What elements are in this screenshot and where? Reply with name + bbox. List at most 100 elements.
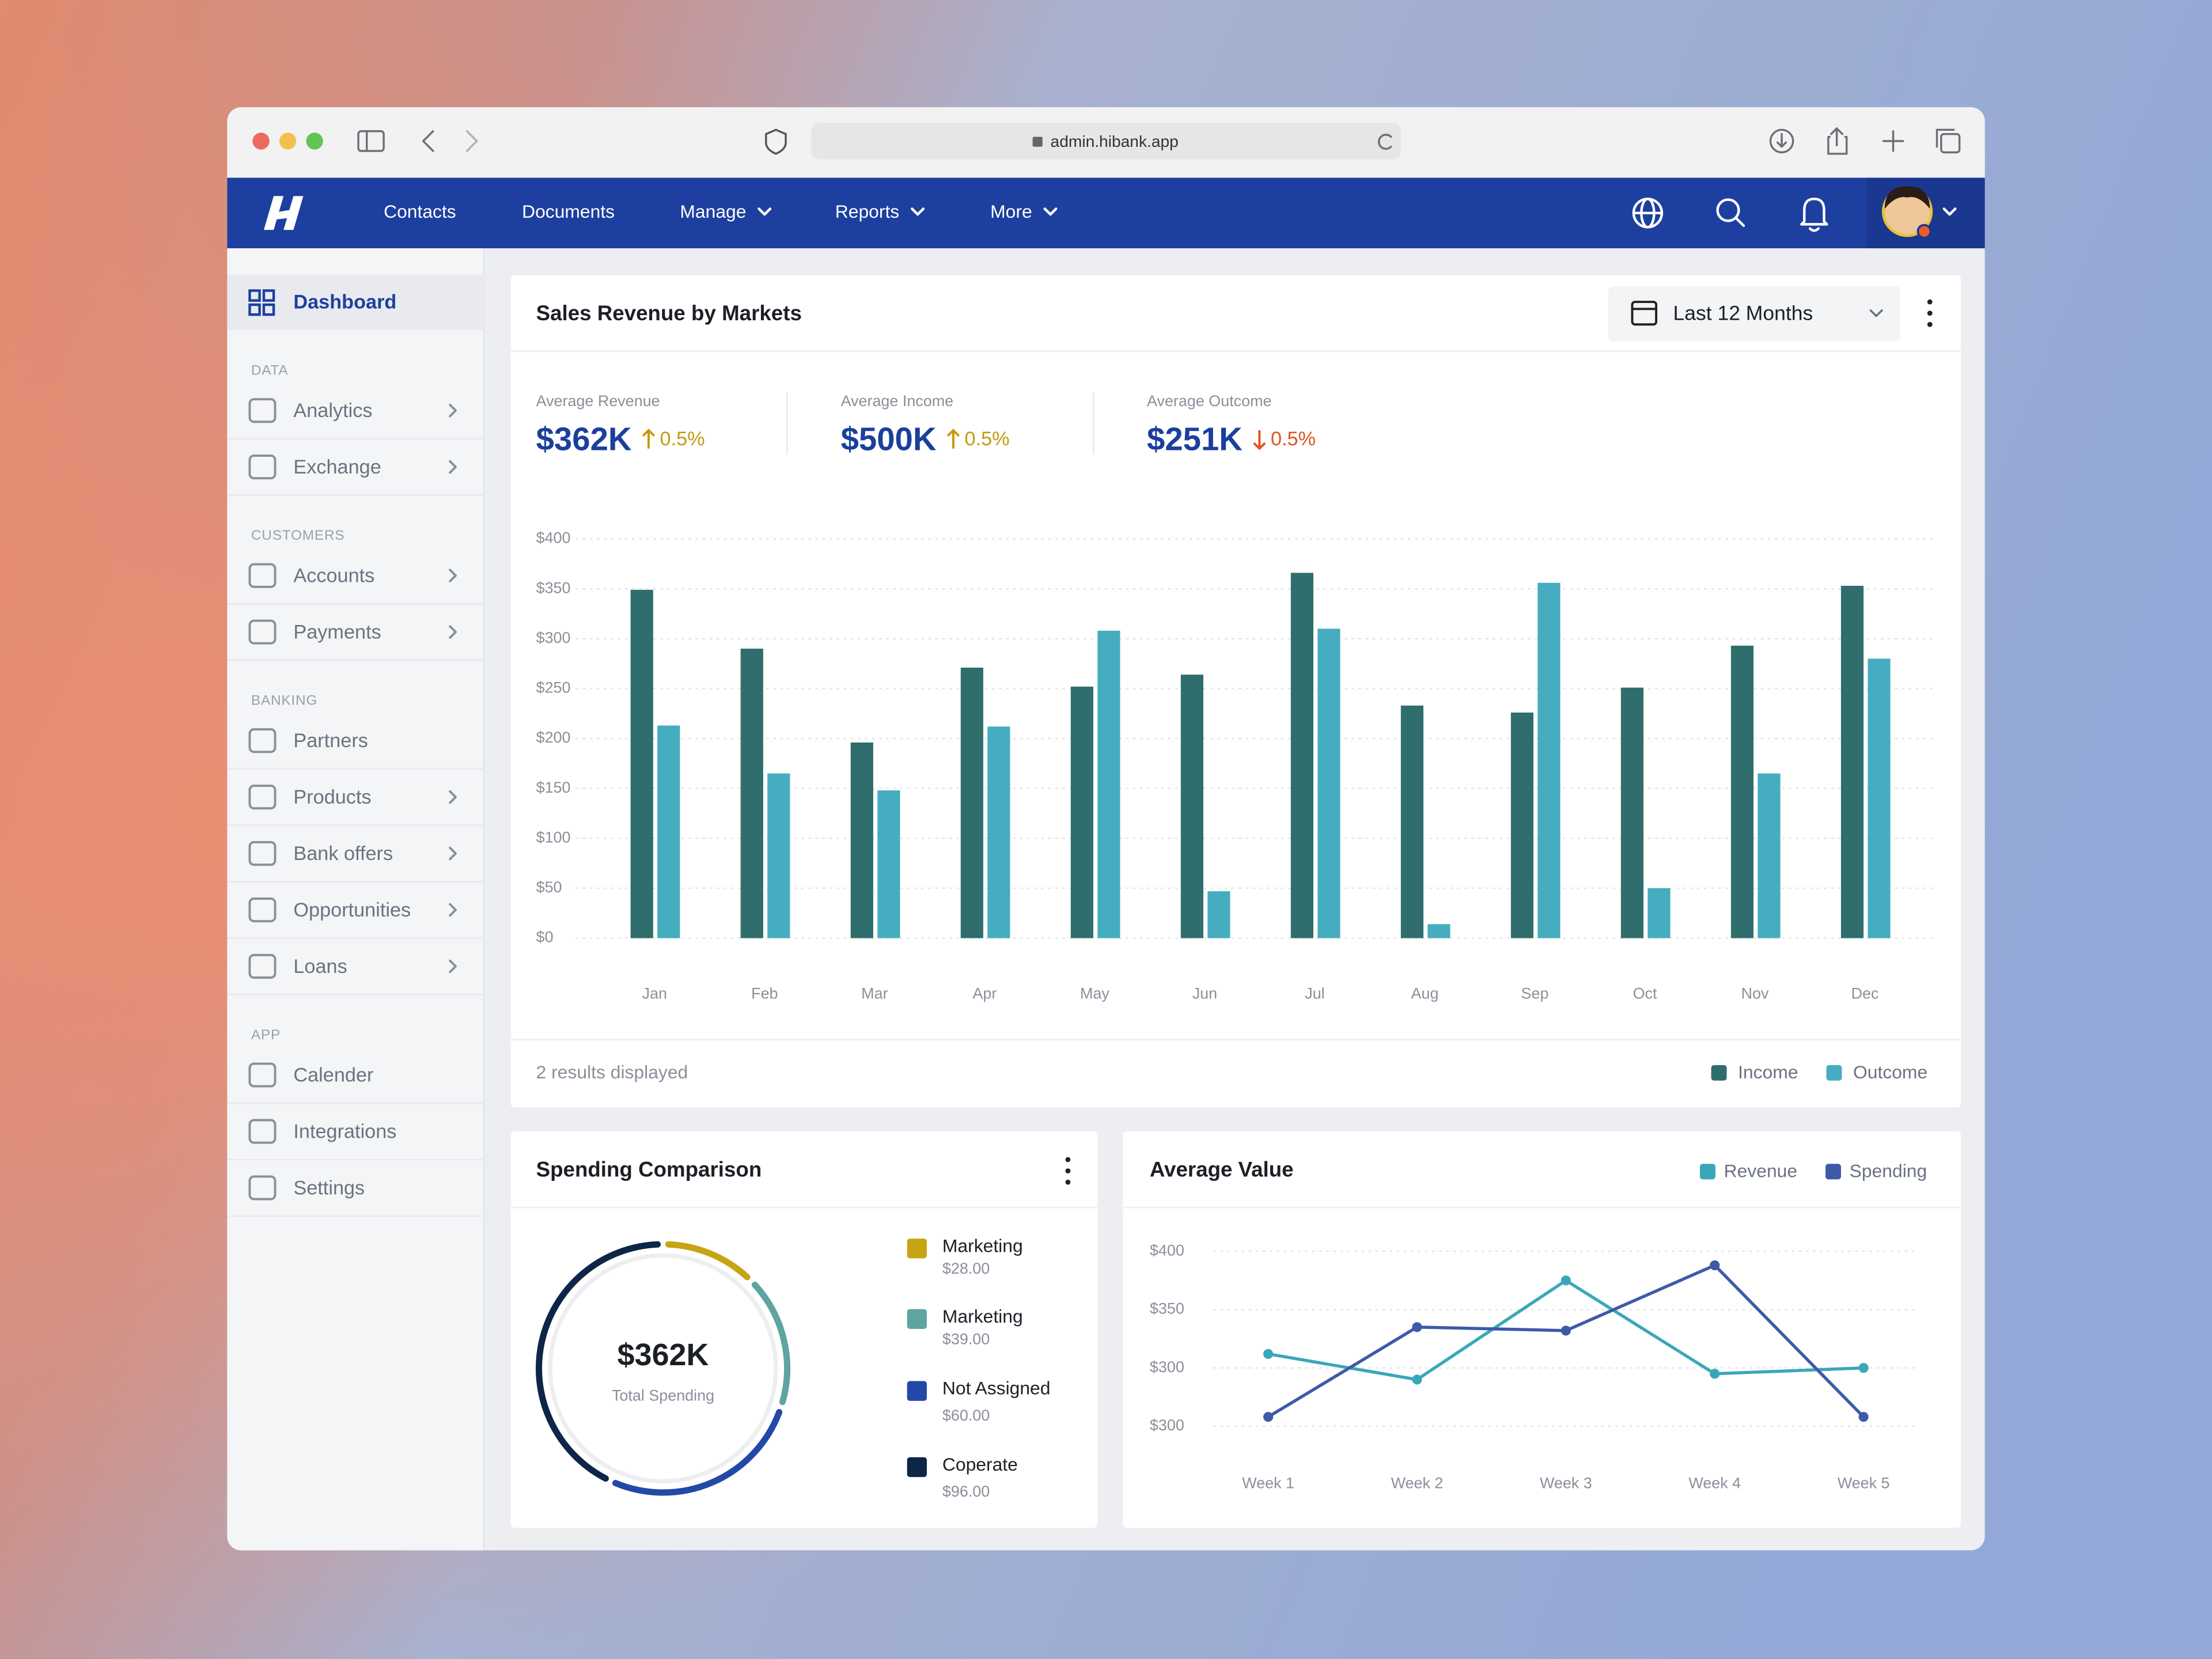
sidebar-chevron[interactable] <box>449 460 457 474</box>
legend-label: Income <box>1738 1062 1798 1082</box>
stat-change: 0.5% <box>660 428 705 450</box>
line-point <box>1263 1412 1274 1422</box>
nav-chevron[interactable] <box>911 207 925 216</box>
donut-total: $362K <box>618 1338 709 1372</box>
stat-value: $500K <box>841 421 937 457</box>
share-button[interactable] <box>1827 127 1848 155</box>
language-button[interactable] <box>1632 198 1664 229</box>
sidebar-chevron[interactable] <box>449 903 457 917</box>
kebab-dot[interactable] <box>1927 321 1933 327</box>
nav-item[interactable]: Reports <box>835 201 899 222</box>
x-tick-label: Week 5 <box>1838 1474 1890 1491</box>
legend-swatch <box>907 1309 927 1329</box>
date-range-text[interactable]: Last 12 Months <box>1673 301 1813 324</box>
sidebar-item[interactable]: Analytics <box>293 400 372 422</box>
sidebar-item[interactable]: Calender <box>293 1065 373 1086</box>
x-tick-label: Feb <box>751 985 778 1002</box>
y-tick-label: $400 <box>536 529 571 547</box>
nav-item[interactable]: More <box>990 201 1032 222</box>
sidebar-item-icon <box>248 1119 276 1144</box>
stat-label: Average Revenue <box>536 392 660 410</box>
line-point <box>1412 1374 1422 1385</box>
sidebar-chevron[interactable] <box>449 959 457 974</box>
sidebar-item-icon <box>248 398 276 423</box>
bar <box>987 726 1010 938</box>
sidebar-item[interactable]: Integrations <box>293 1121 396 1143</box>
legend-swatch <box>907 1457 927 1478</box>
back-button[interactable] <box>422 130 434 152</box>
line-point <box>1858 1363 1869 1373</box>
x-tick-label: Week 4 <box>1688 1474 1741 1491</box>
stat-arrow <box>946 429 960 449</box>
search-button[interactable] <box>1716 198 1745 228</box>
sidebar-item[interactable]: Products <box>293 786 371 808</box>
legend-swatch <box>1826 1065 1842 1081</box>
y-tick-label: $300 <box>1150 1358 1184 1376</box>
sidebar-toggle[interactable] <box>357 130 385 152</box>
close-button[interactable] <box>252 132 270 150</box>
legend-label: Outcome <box>1853 1062 1927 1082</box>
avatar-hair <box>1884 186 1930 209</box>
download-button[interactable] <box>1769 128 1794 154</box>
line-point <box>1710 1369 1720 1379</box>
nav-item[interactable]: Documents <box>522 201 615 222</box>
sidebar-active-item[interactable]: Dashboard <box>293 291 396 313</box>
browser-window: admin.hibank.app Contacts Documents Manage… <box>227 107 1985 1551</box>
bar <box>767 773 790 938</box>
kebab-dot[interactable] <box>1065 1179 1071 1185</box>
sidebar-item[interactable]: Opportunities <box>293 899 411 921</box>
url-field[interactable] <box>811 123 1401 160</box>
logo[interactable] <box>263 196 304 230</box>
x-tick-label: Sep <box>1521 985 1549 1002</box>
spending-card <box>510 1131 1098 1528</box>
x-tick-label: Jun <box>1192 985 1217 1002</box>
legend-swatch <box>907 1381 927 1401</box>
bar <box>1537 582 1560 938</box>
sidebar-chevron[interactable] <box>449 625 457 639</box>
forward-button[interactable] <box>465 130 478 152</box>
legend-value: $60.00 <box>942 1407 990 1424</box>
sidebar-chevron[interactable] <box>449 403 457 418</box>
notification-button[interactable] <box>1800 198 1828 232</box>
sidebar-item[interactable]: Payments <box>293 622 381 643</box>
reload-button[interactable] <box>1378 134 1392 150</box>
nav-item[interactable]: Contacts <box>384 201 456 222</box>
x-tick-label: May <box>1080 985 1109 1002</box>
minimize-button[interactable] <box>279 132 297 150</box>
sidebar-item[interactable]: Accounts <box>293 565 374 587</box>
kebab-dot[interactable] <box>1927 310 1933 316</box>
tabs-button[interactable] <box>1936 128 1961 154</box>
legend-label: Spending <box>1850 1161 1927 1181</box>
sidebar-chevron[interactable] <box>449 569 457 582</box>
sidebar-chevron[interactable] <box>449 846 457 861</box>
nav-chevron[interactable] <box>757 207 772 216</box>
bar <box>740 649 763 938</box>
url-text: admin.hibank.app <box>1051 132 1179 150</box>
stat-change: 0.5% <box>1271 428 1316 450</box>
kebab-dot[interactable] <box>1065 1168 1071 1174</box>
x-tick-label: Jul <box>1305 985 1324 1002</box>
sidebar-chevron[interactable] <box>449 790 457 804</box>
sidebar-item[interactable]: Settings <box>293 1177 365 1199</box>
sidebar-item[interactable]: Partners <box>293 730 368 752</box>
sidebar-item-icon <box>248 841 276 866</box>
x-tick-label: Nov <box>1741 985 1769 1002</box>
profile-menu-chevron[interactable] <box>1942 207 1957 216</box>
new-tab-button[interactable] <box>1882 130 1904 152</box>
legend-swatch <box>1700 1164 1715 1180</box>
date-range-button[interactable] <box>1608 286 1900 342</box>
nav-chevron[interactable] <box>1043 207 1058 216</box>
sidebar-item-icon <box>248 1175 276 1200</box>
kebab-dot[interactable] <box>1927 299 1933 305</box>
sidebar-item[interactable]: Exchange <box>293 456 381 478</box>
sidebar-item[interactable]: Loans <box>293 956 347 978</box>
zoom-button[interactable] <box>306 132 323 150</box>
donut-track <box>548 1253 778 1484</box>
sidebar-item[interactable]: Bank offers <box>293 843 393 865</box>
shield-icon[interactable] <box>765 128 787 155</box>
donut-segment <box>665 1241 751 1281</box>
nav-item[interactable]: Manage <box>680 201 746 222</box>
dropdown-chevron[interactable] <box>1869 309 1883 317</box>
kebab-dot[interactable] <box>1065 1157 1071 1162</box>
bar <box>1647 888 1671 938</box>
